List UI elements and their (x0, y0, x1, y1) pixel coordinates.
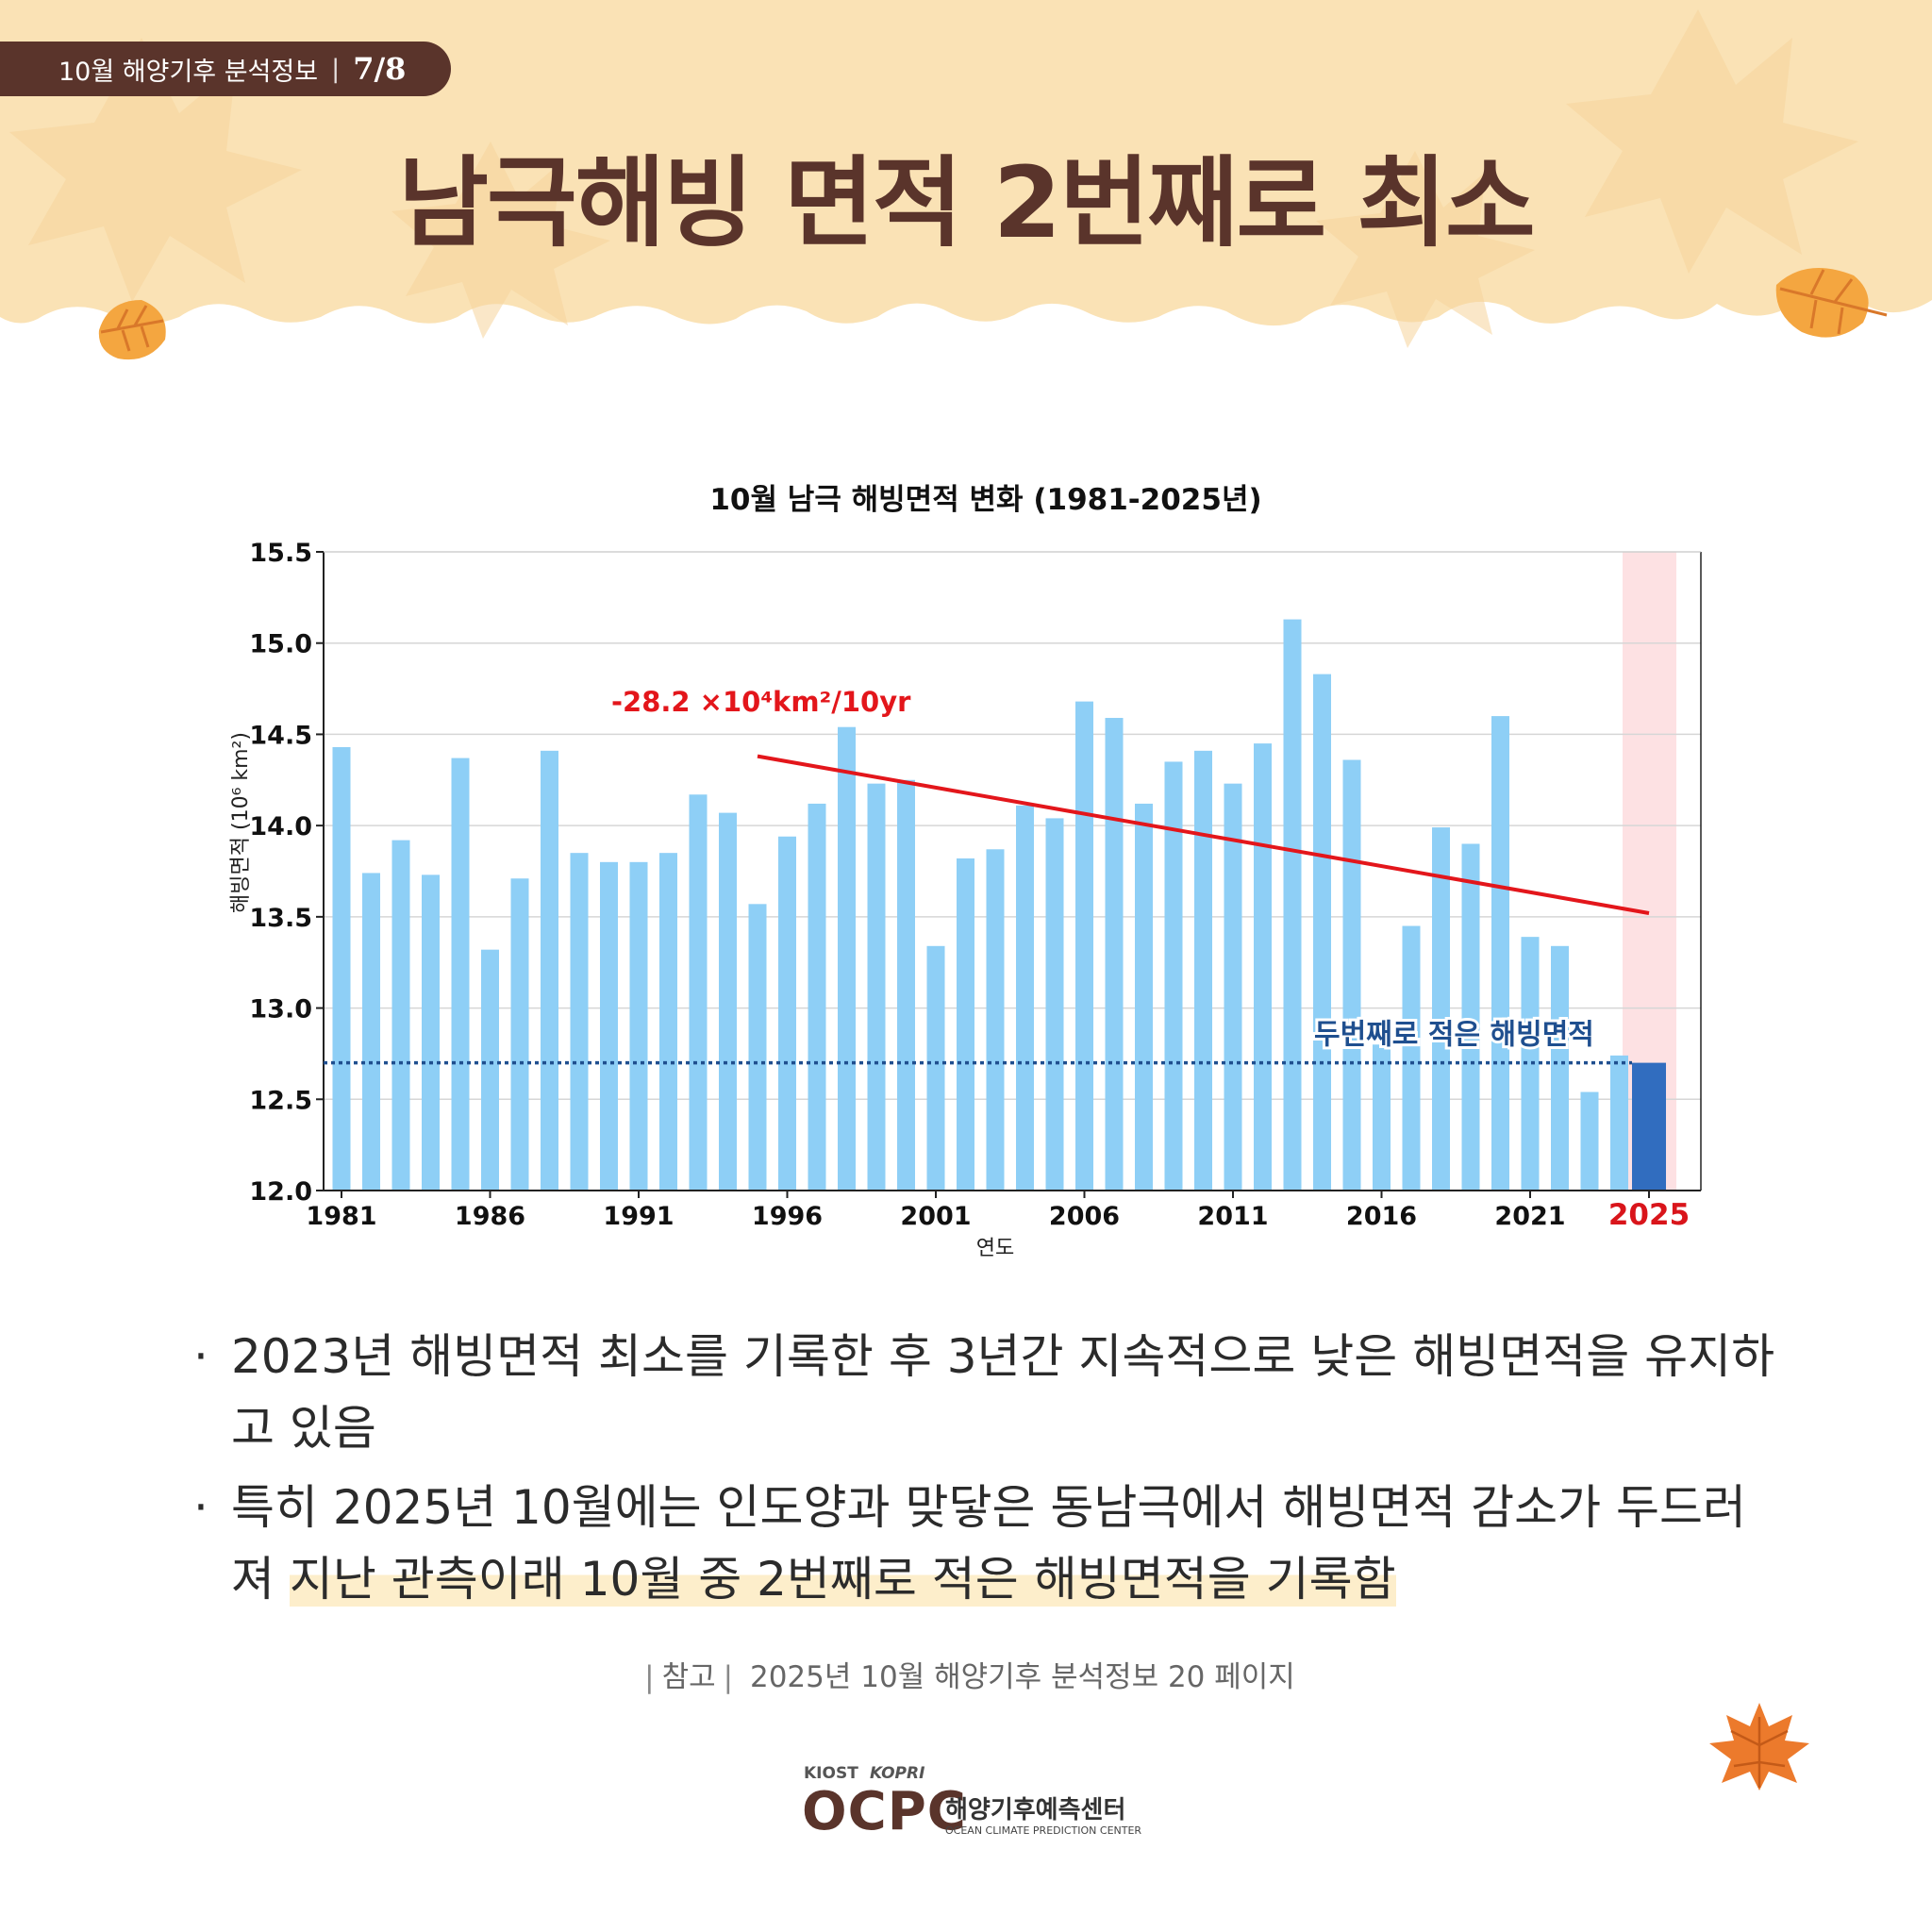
bar (659, 853, 677, 1191)
center-name-en: OCEAN CLIMATE PREDICTION CENTER (945, 1824, 1142, 1837)
bar (391, 840, 410, 1191)
bar (1580, 1091, 1599, 1191)
x-tick-label: 1986 (455, 1202, 525, 1231)
reference-label: 두번째로 적은 해빙면적 (1314, 1019, 1594, 1052)
bar (451, 758, 470, 1191)
bar (570, 853, 589, 1191)
bar (1461, 843, 1480, 1191)
x-tick-label: 2025 (1608, 1198, 1690, 1232)
bar (1491, 716, 1509, 1191)
bar (1632, 1062, 1666, 1191)
center-name-ko: 해양기후예측센터 (945, 1796, 1126, 1824)
autumn-leaf-icon (98, 300, 166, 360)
bar (1075, 701, 1093, 1191)
bullet-item: · 특히 2025년 10월에는 인도양과 맞닿은 동남극에서 해빙면적 감소가… (193, 1480, 1747, 1607)
x-tick-label: 1981 (306, 1202, 376, 1231)
kiost-logo-text: KIOST (804, 1764, 858, 1783)
x-tick-label: 2001 (900, 1202, 971, 1231)
bar (1224, 783, 1242, 1191)
trend-label: -28.2 ×10⁴km²/10yr (611, 686, 911, 718)
y-tick-label: 12.5 (249, 1086, 312, 1115)
bar (1105, 718, 1124, 1191)
bar (1135, 803, 1153, 1191)
y-axis-label: 해빙면적 (10⁶ km²) (229, 732, 253, 913)
bar (1373, 1044, 1391, 1191)
y-tick-label: 14.0 (249, 812, 312, 841)
ocpc-logo: KIOST KOPRI OCPC 해양기후예측센터 OCEAN CLIMATE … (802, 1757, 1141, 1851)
x-tick-label: 2016 (1346, 1202, 1417, 1231)
x-tick-label: 2021 (1494, 1202, 1565, 1231)
bar (867, 783, 886, 1191)
ocpc-logo-text: OCPC (802, 1781, 967, 1842)
y-tick-label: 12.0 (249, 1177, 312, 1207)
bar (1045, 818, 1064, 1191)
bar (1016, 805, 1034, 1191)
section-badge: 10월 해양기후 분석정보 | 7/8 (0, 42, 451, 96)
bar (1313, 674, 1331, 1191)
bar (808, 803, 826, 1191)
bar (689, 794, 708, 1191)
y-tick-label: 15.0 (249, 630, 312, 659)
x-tick-label: 2011 (1197, 1202, 1268, 1231)
bar (1402, 925, 1421, 1191)
bar (362, 873, 380, 1191)
bar (926, 945, 945, 1191)
bar (1342, 759, 1361, 1191)
bullet-text: 특히 2025년 10월에는 인도양과 맞닿은 동남극에서 해빙면적 감소가 두… (231, 1480, 1747, 1607)
page-indicator: 7/8 (353, 51, 407, 87)
bar (1254, 743, 1272, 1191)
bar (1283, 619, 1302, 1191)
bar (332, 746, 351, 1191)
bar (1432, 827, 1450, 1191)
bar (748, 904, 767, 1191)
x-axis-label: 연도 (976, 1237, 1014, 1260)
bar (481, 949, 499, 1191)
bar (838, 726, 856, 1191)
kopri-logo-text: KOPRI (870, 1764, 925, 1783)
bar (778, 836, 796, 1191)
bar (897, 779, 915, 1191)
y-tick-label: 13.5 (249, 904, 312, 933)
y-tick-label: 13.0 (249, 995, 312, 1024)
bar (1521, 937, 1540, 1191)
bar (719, 812, 737, 1191)
badge-label: 10월 해양기후 분석정보 (58, 57, 319, 87)
bar (541, 750, 558, 1191)
reference-label: 참고 (661, 1660, 716, 1694)
reference-text: 2025년 10월 해양기후 분석정보 20 페이지 (749, 1660, 1295, 1694)
bullet-highlight: 지난 관측이래 10월 중 2번째로 적은 해빙면적을 기록함 (289, 1552, 1396, 1607)
bar (1194, 750, 1212, 1191)
x-tick-label: 1991 (603, 1202, 674, 1231)
bar (957, 858, 974, 1191)
chart-title: 10월 남극 해빙면적 변화 (1981-2025년) (709, 483, 1261, 517)
bar (986, 849, 1005, 1191)
y-tick-label: 14.5 (249, 721, 312, 750)
bar (510, 878, 529, 1191)
summary-bullets: · 2023년 해빙면적 최소를 기록한 후 3년간 지속적으로 낮은 해빙면적… (193, 1321, 1778, 1623)
bullet-text: 2023년 해빙면적 최소를 기록한 후 3년간 지속적으로 낮은 해빙면적을 … (231, 1329, 1775, 1456)
bar (629, 861, 648, 1191)
bar (1551, 945, 1569, 1191)
maple-leaf-icon (1709, 1703, 1809, 1790)
trend-line (757, 754, 1650, 915)
header-background (0, 0, 1932, 348)
bar (600, 861, 618, 1191)
x-tick-label: 2006 (1049, 1202, 1120, 1231)
bar (422, 874, 440, 1191)
bar (1164, 761, 1183, 1191)
bullet-item: · 2023년 해빙면적 최소를 기록한 후 3년간 지속적으로 낮은 해빙면적… (193, 1329, 1775, 1456)
bar (1610, 1055, 1628, 1191)
y-tick-label: 15.5 (249, 539, 312, 568)
reference-note: | 참고 | 2025년 10월 해양기후 분석정보 20 페이지 (644, 1660, 1295, 1694)
x-tick-label: 1996 (752, 1202, 823, 1231)
autumn-leaf-icon (1775, 268, 1888, 338)
page-title: 남극해빙 면적 2번째로 최소 (398, 145, 1535, 260)
